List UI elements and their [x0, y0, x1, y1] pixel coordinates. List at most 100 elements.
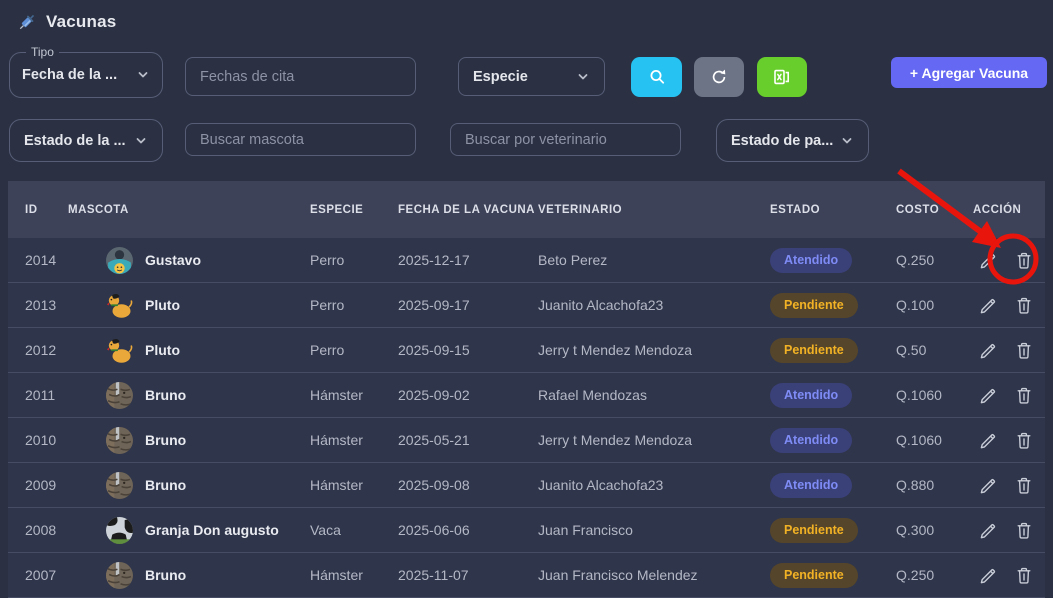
cell-especie: Perro: [310, 252, 345, 268]
magnifier-icon: [647, 67, 667, 87]
delete-button[interactable]: [1015, 431, 1033, 450]
delete-button[interactable]: [1015, 341, 1033, 360]
filter-estado-pago-value: Estado de pa...: [731, 132, 834, 149]
status-badge: Atendido: [770, 427, 853, 453]
cell-id: 2008: [25, 522, 57, 538]
person-photo-avatar: [105, 246, 133, 274]
status-badge: Pendiente: [770, 562, 858, 588]
cell-mascota: Gustavo: [68, 246, 310, 274]
filter-estado-vacuna-value: Estado de la ...: [24, 132, 126, 149]
delete-button[interactable]: [1015, 566, 1033, 585]
edit-button[interactable]: [979, 431, 998, 450]
filter-estado-vacuna-select[interactable]: Estado de la ...: [9, 119, 163, 162]
cell-estado: Atendido: [770, 382, 896, 408]
table-row-2010: 2010 Bruno Hámster 2025-05-21 Jerry t Me…: [8, 418, 1045, 463]
cell-fecha-vacuna: 2025-09-02: [398, 387, 470, 403]
table-row-2013: 2013 Pluto Perro 2025-09-17 Juanito Alca…: [8, 283, 1045, 328]
status-badge: Pendiente: [770, 337, 858, 363]
filter-estado-pago-select[interactable]: Estado de pa...: [716, 119, 869, 162]
refresh-button[interactable]: [694, 57, 744, 97]
cell-especie: Perro: [310, 342, 345, 358]
edit-button[interactable]: [979, 296, 998, 315]
edit-button[interactable]: [979, 476, 998, 495]
table-row-2011: 2011 Bruno Hámster 2025-09-02 Rafael Men…: [8, 373, 1045, 418]
cell-mascota: Pluto: [68, 291, 310, 319]
cell-id: 2009: [25, 477, 57, 493]
edit-button[interactable]: [979, 251, 998, 270]
refresh-icon: [709, 67, 729, 87]
cell-especie: Hámster: [310, 387, 363, 403]
filter-especie-select[interactable]: Especie: [458, 57, 605, 96]
buscar-veterinario-input[interactable]: [450, 123, 681, 156]
column-header-especie: ESPECIE: [310, 203, 364, 216]
cell-costo: Q.50: [896, 342, 927, 358]
buscar-mascota-input[interactable]: [185, 123, 416, 156]
cell-fecha-vacuna: 2025-11-07: [398, 567, 469, 583]
chevron-down-icon: [840, 134, 854, 148]
filter-especie-value: Especie: [473, 68, 528, 85]
cell-fecha-vacuna: 2025-09-15: [398, 342, 470, 358]
cell-estado: Atendido: [770, 472, 896, 498]
cell-especie: Hámster: [310, 477, 363, 493]
search-button[interactable]: [631, 57, 682, 97]
cat-photo-avatar: [105, 381, 133, 409]
delete-button[interactable]: [1015, 476, 1033, 495]
cell-especie: Hámster: [310, 567, 363, 583]
cell-accion: [973, 521, 1045, 540]
table-row-2009: 2009 Bruno Hámster 2025-09-08 Juanito Al…: [8, 463, 1045, 508]
column-header-mascota: MASCOTA: [68, 203, 129, 216]
cell-id: 2013: [25, 297, 57, 313]
cell-id: 2014: [25, 252, 57, 268]
column-header-acci-n: ACCIÓN: [973, 203, 1022, 216]
edit-button[interactable]: [979, 341, 998, 360]
add-vaccine-button[interactable]: + Agregar Vacuna: [891, 57, 1047, 88]
cell-id: 2010: [25, 432, 57, 448]
cell-costo: Q.300: [896, 522, 935, 538]
dog-cartoon-avatar: [105, 336, 133, 364]
cell-id: 2011: [25, 387, 56, 403]
cell-especie: Perro: [310, 297, 345, 313]
cell-accion: [973, 566, 1045, 585]
cell-mascota: Pluto: [68, 336, 310, 364]
cell-accion: [973, 476, 1045, 495]
status-badge: Atendido: [770, 247, 853, 273]
cell-estado: Atendido: [770, 427, 896, 453]
pet-name: Pluto: [145, 342, 180, 358]
delete-button[interactable]: [1015, 296, 1033, 315]
status-badge: Pendiente: [770, 292, 858, 318]
cell-accion: [973, 431, 1045, 450]
cell-costo: Q.250: [896, 567, 935, 583]
delete-button[interactable]: [1015, 251, 1033, 270]
status-badge: Pendiente: [770, 517, 858, 543]
edit-button[interactable]: [979, 521, 998, 540]
export-excel-button[interactable]: [757, 57, 807, 97]
table-row-2008: 2008 Granja Don augusto Vaca 2025-06-06 …: [8, 508, 1045, 553]
cell-veterinario: Jerry t Mendez Mendoza: [538, 432, 693, 448]
fechas-cita-input[interactable]: [185, 57, 416, 96]
edit-button[interactable]: [979, 566, 998, 585]
edit-button[interactable]: [979, 386, 998, 405]
cell-veterinario: Juanito Alcachofa23: [538, 477, 664, 493]
cell-estado: Pendiente: [770, 562, 896, 588]
cell-veterinario: Beto Perez: [538, 252, 608, 268]
column-header-fecha-de-la-vacuna: FECHA DE LA VACUNA: [398, 203, 535, 216]
pet-name: Granja Don augusto: [145, 522, 279, 538]
table-header-row: ID MASCOTA ESPECIE FECHA DE LA VACUNA VETERI…: [8, 181, 1045, 238]
delete-button[interactable]: [1015, 386, 1033, 405]
cell-accion: [973, 341, 1045, 360]
cell-especie: Hámster: [310, 432, 363, 448]
chevron-down-icon: [136, 68, 150, 82]
cell-mascota: Bruno: [68, 561, 310, 589]
cell-id: 2007: [25, 567, 57, 583]
delete-button[interactable]: [1015, 521, 1033, 540]
status-badge: Atendido: [770, 382, 853, 408]
table-row-2014: 2014 Gustavo Perro 2025-12-17 Beto Perez…: [8, 238, 1045, 283]
pet-name: Pluto: [145, 297, 180, 313]
cell-estado: Pendiente: [770, 517, 896, 543]
cat-photo-avatar: [105, 426, 133, 454]
filter-tipo-select[interactable]: Tipo Fecha de la ...: [9, 45, 163, 98]
table-body: 2014 Gustavo Perro 2025-12-17 Beto Perez…: [8, 238, 1045, 598]
chevron-down-icon: [576, 70, 590, 84]
filter-tipo-label: Tipo: [31, 45, 54, 59]
vaccines-table: ID MASCOTA ESPECIE FECHA DE LA VACUNA VETERI…: [8, 181, 1045, 598]
